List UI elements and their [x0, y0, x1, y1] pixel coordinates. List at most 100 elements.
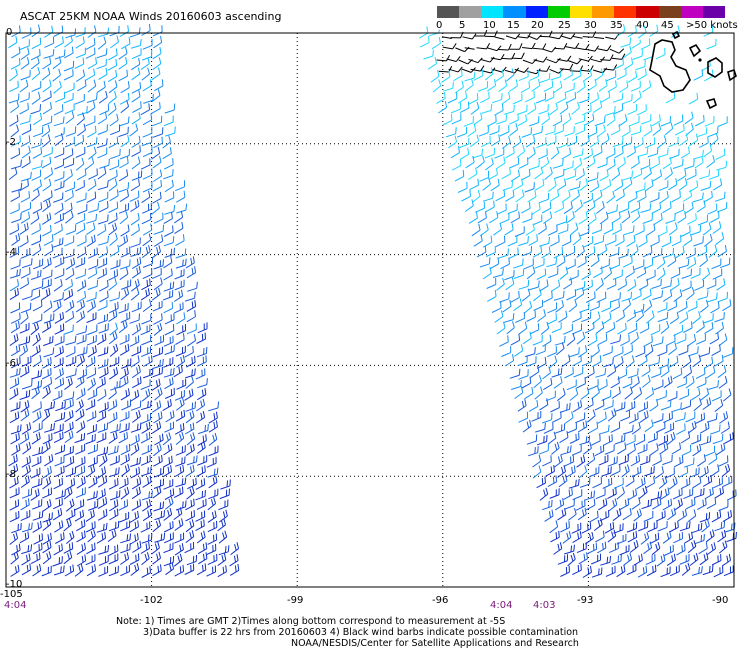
wind-barb: [176, 355, 186, 368]
wind-barb: [85, 554, 96, 566]
wind-barb: [705, 529, 715, 543]
wind-barb: [19, 79, 29, 93]
wind-barb: [715, 232, 725, 245]
wind-barb: [721, 463, 731, 477]
wind-barb: [543, 80, 554, 92]
wind-barb: [86, 92, 98, 103]
wind-barb: [724, 432, 734, 444]
wind-barb: [468, 57, 483, 64]
wind-barb: [142, 257, 154, 268]
wind-barb: [186, 300, 197, 312]
wind-barb: [9, 499, 20, 511]
wind-barb: [9, 279, 20, 292]
wind-barb: [645, 554, 656, 566]
wind-barb: [22, 289, 33, 301]
wind-barb: [21, 202, 31, 213]
wind-barb: [710, 464, 720, 477]
wind-barb: [722, 388, 732, 402]
wind-barb: [140, 158, 151, 170]
wind-barb: [671, 402, 682, 413]
wind-barb: [496, 277, 505, 291]
wind-barb: [130, 456, 141, 467]
wind-barb: [573, 157, 583, 171]
wind-barb: [20, 69, 31, 81]
wind-barb: [165, 126, 176, 137]
wind-barb: [626, 309, 637, 322]
wind-barb: [673, 532, 683, 544]
wind-barb: [76, 246, 87, 259]
wind-barb: [580, 65, 594, 72]
wind-barb: [603, 434, 613, 446]
wind-barb: [670, 267, 681, 279]
wind-barb: [635, 346, 646, 358]
wind-barb: [517, 355, 528, 367]
wind-barb: [585, 246, 596, 258]
wind-barb: [532, 125, 543, 136]
island-santa-cruz: [707, 57, 723, 78]
wind-barb: [42, 499, 52, 512]
wind-barb: [649, 399, 659, 412]
wind-barb: [651, 278, 662, 290]
wind-barb: [718, 376, 728, 389]
wind-barb: [711, 554, 722, 566]
wind-barb: [88, 500, 99, 511]
wind-barb: [75, 375, 85, 389]
wind-barb: [43, 167, 54, 180]
wind-barb: [489, 211, 499, 224]
wind-barb: [121, 463, 130, 477]
wind-barb: [550, 70, 562, 81]
wind-barb: [130, 443, 140, 456]
wind-barb: [96, 377, 106, 389]
wind-barb: [42, 385, 51, 399]
wind-barb: [662, 289, 673, 302]
wind-barb: [108, 136, 119, 149]
wind-barb: [710, 301, 720, 314]
wind-barb: [174, 268, 185, 280]
wind-barb: [553, 42, 568, 50]
colorbar-swatch: [592, 6, 615, 18]
wind-barb: [96, 223, 107, 237]
wind-barb: [423, 49, 434, 60]
wind-barb: [54, 455, 65, 467]
wind-barb: [42, 224, 52, 237]
wind-barb: [21, 145, 31, 159]
wind-barb: [622, 508, 632, 521]
wind-barb: [717, 291, 728, 303]
wind-barb: [579, 435, 591, 446]
wind-barb: [528, 116, 540, 127]
wind-barb: [96, 531, 107, 544]
wind-barb: [545, 464, 555, 477]
wind-barb: [554, 423, 566, 434]
wind-barb: [703, 25, 714, 37]
colorbar-swatch: [503, 6, 526, 18]
wind-barb: [98, 67, 108, 81]
wind-barb: [198, 552, 208, 565]
colorbar-label: 30: [584, 20, 597, 31]
wind-barb: [649, 235, 660, 247]
wind-barb: [131, 256, 142, 270]
wind-barb: [86, 424, 97, 435]
wind-barb: [153, 322, 163, 336]
wind-barb: [515, 311, 525, 323]
wind-barb: [64, 235, 75, 247]
wind-barb: [485, 245, 496, 257]
wind-barb: [217, 518, 227, 532]
wind-barb: [699, 346, 711, 358]
wind-barb: [717, 529, 727, 543]
wind-barb: [627, 279, 637, 292]
wind-barb: [612, 223, 622, 235]
wind-barbs: [8, 24, 737, 578]
wind-barb: [606, 113, 616, 127]
wind-barb: [41, 67, 51, 81]
wind-barb: [579, 225, 590, 237]
wind-barb: [459, 147, 470, 160]
wind-barb: [571, 69, 582, 81]
wind-barb: [476, 42, 491, 50]
lon-label: -90: [712, 595, 729, 606]
wind-barb: [664, 467, 675, 479]
wind-barb: [99, 104, 110, 116]
wind-barb: [131, 376, 142, 389]
wind-barb: [553, 376, 563, 389]
wind-barb: [152, 179, 163, 192]
